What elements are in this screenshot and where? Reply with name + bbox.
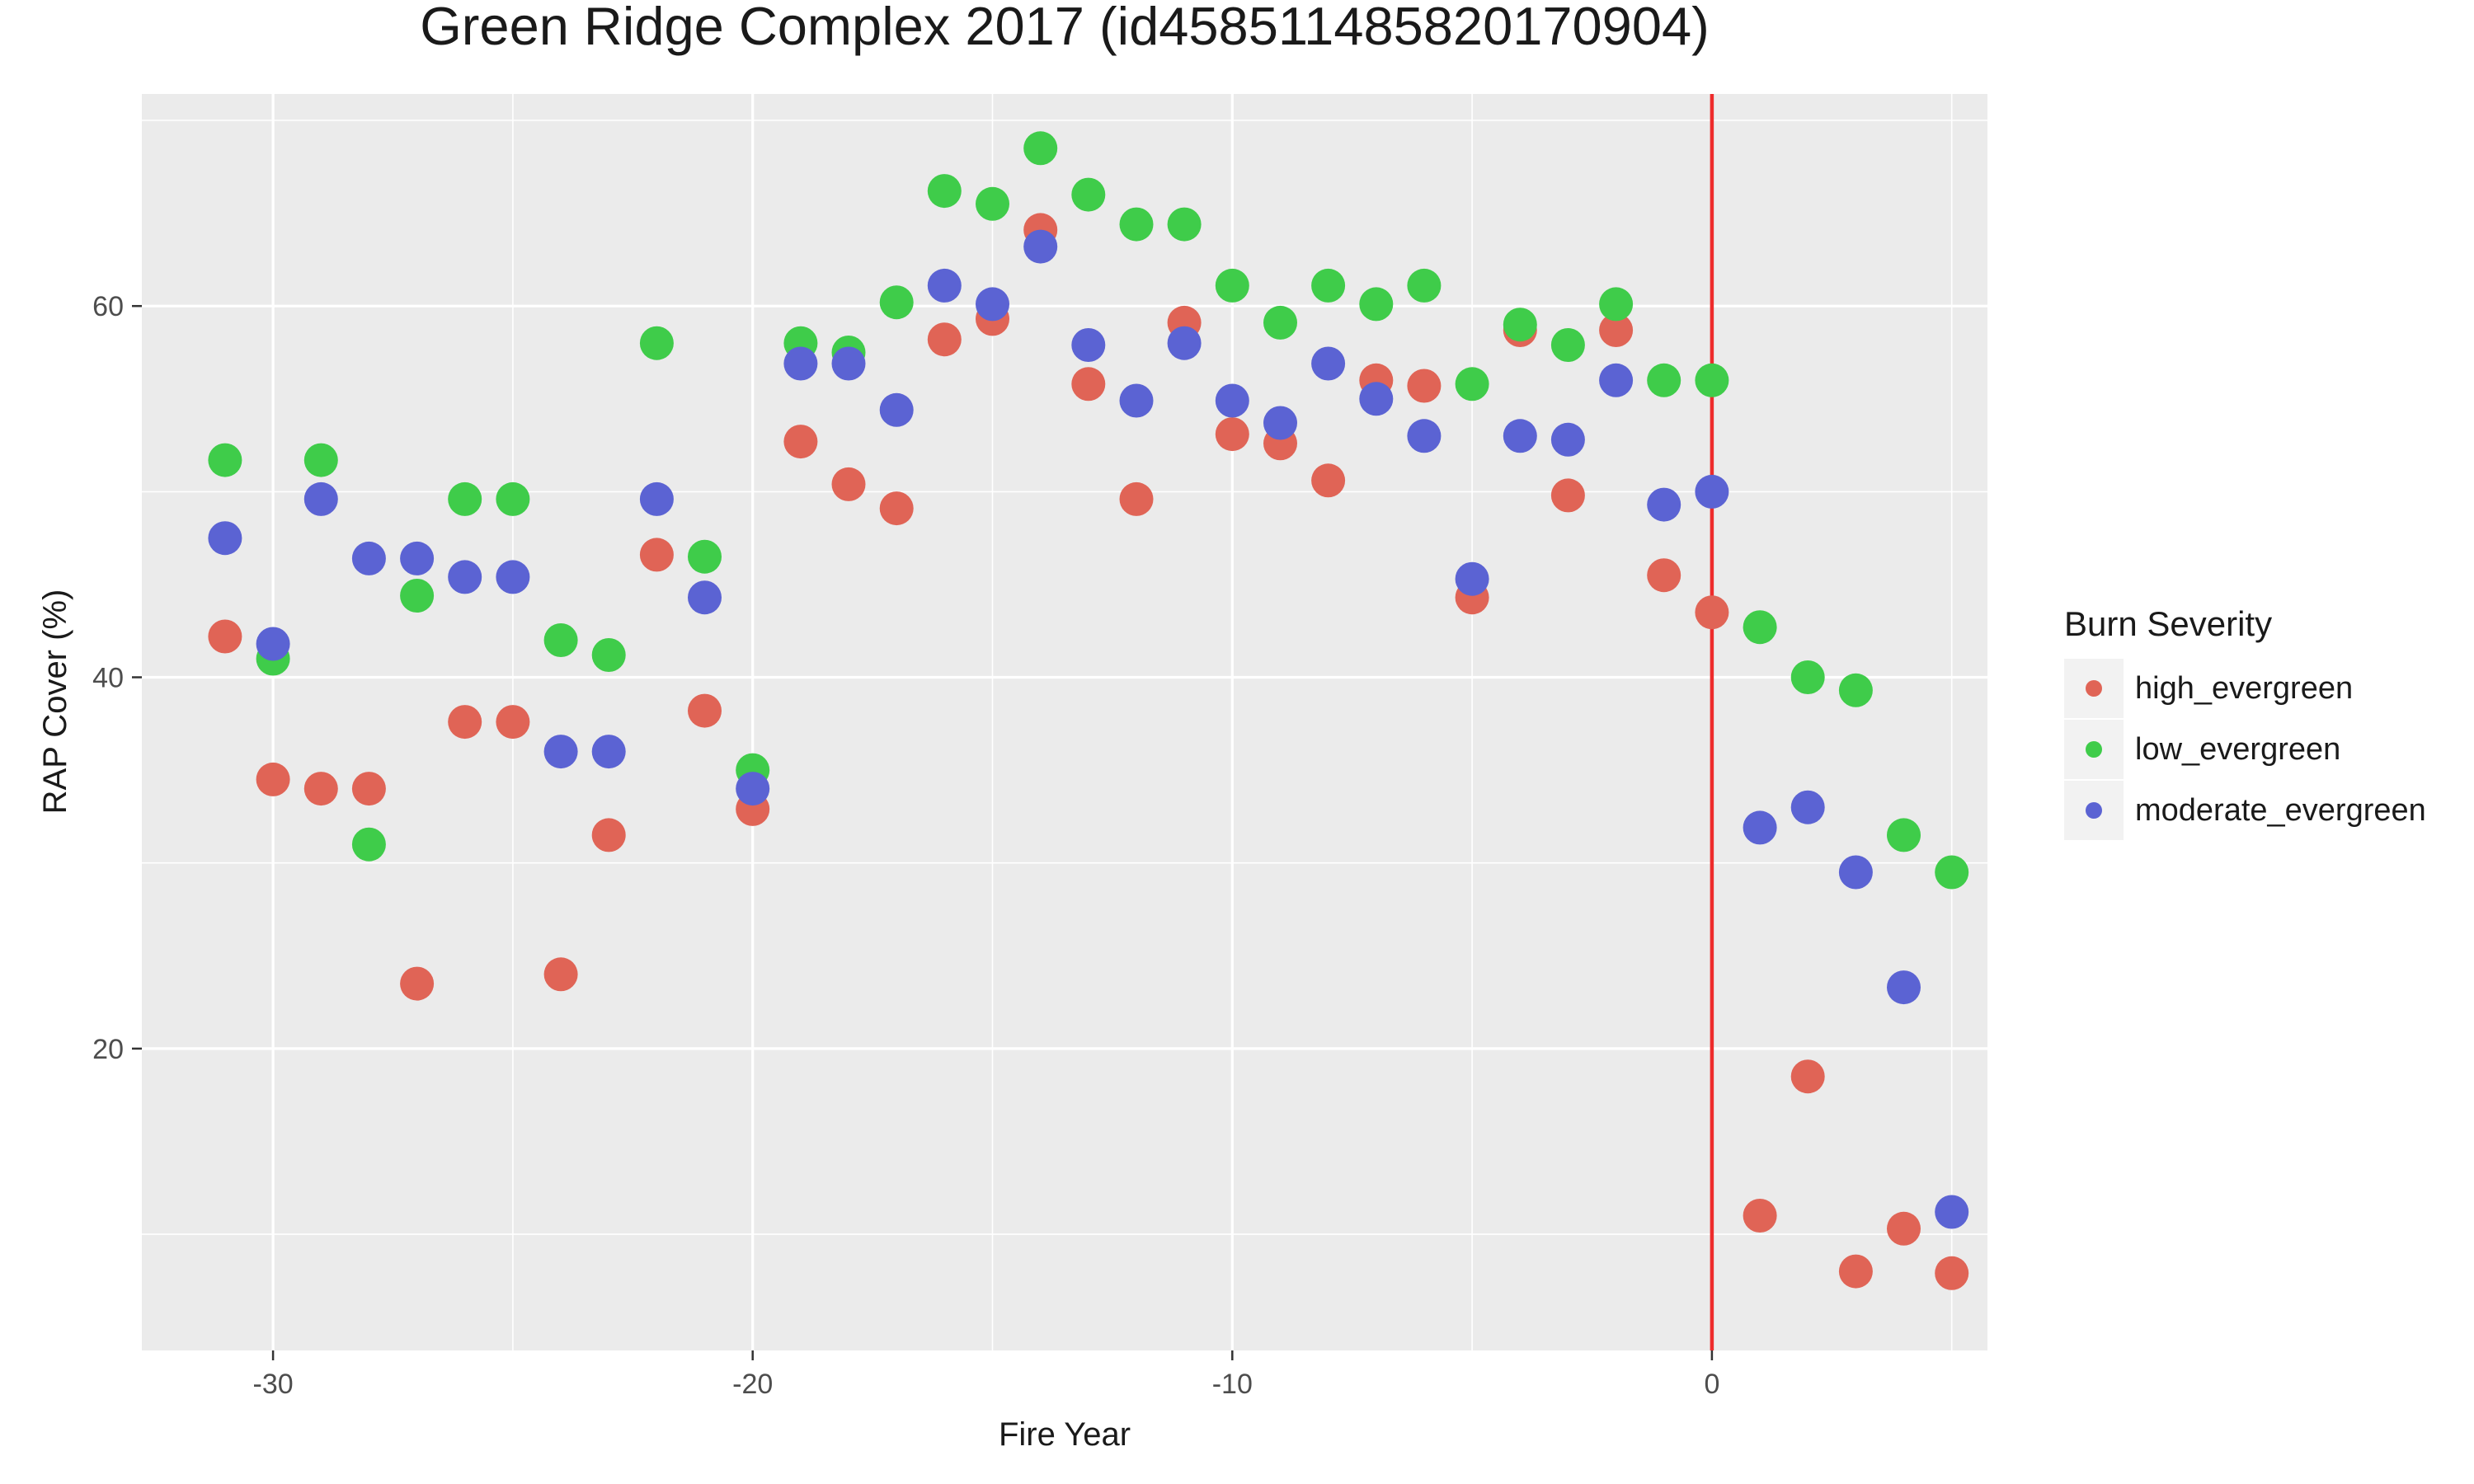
svg-text:60: 60	[92, 291, 124, 322]
svg-text:40: 40	[92, 663, 124, 694]
svg-text:0: 0	[1704, 1369, 1719, 1400]
svg-text:20: 20	[92, 1034, 124, 1065]
svg-text:-10: -10	[1212, 1369, 1253, 1400]
svg-text:-30: -30	[253, 1369, 294, 1400]
svg-text:-20: -20	[732, 1369, 773, 1400]
